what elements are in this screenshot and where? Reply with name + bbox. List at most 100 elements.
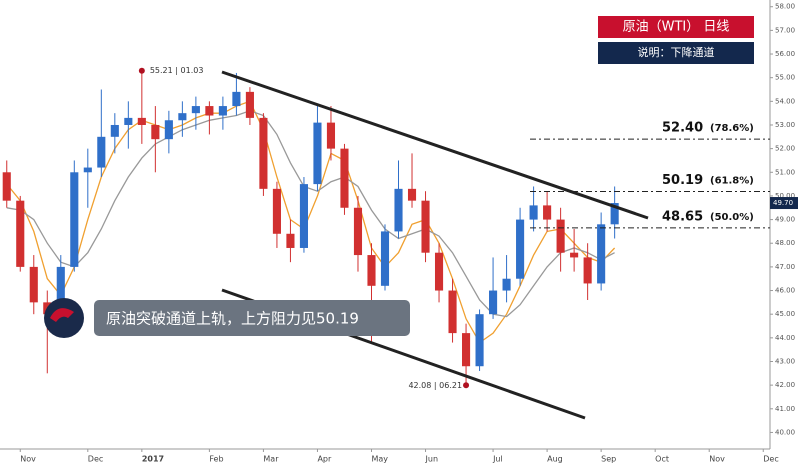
icon <box>44 298 84 338</box>
candle-body <box>380 231 390 286</box>
y-tick-label: 41.00 <box>775 405 795 413</box>
candle-body <box>353 207 363 256</box>
y-tick-label: 49.00 <box>775 216 795 224</box>
candle-body <box>272 188 281 234</box>
candle-body <box>29 266 38 303</box>
candle-body <box>597 224 606 284</box>
y-tick-label: 45.00 <box>775 310 795 318</box>
x-tick-label: Dec <box>763 455 778 464</box>
y-tick-label: 48.00 <box>775 239 795 247</box>
fib-note: (50.0%) <box>710 212 754 223</box>
y-tick-label: 42.00 <box>775 381 795 389</box>
candle-body <box>610 203 619 225</box>
y-tick-label: 43.00 <box>775 357 795 365</box>
candle-body <box>286 233 295 248</box>
price-tag <box>770 197 798 210</box>
x-tick-label: Jun <box>425 455 439 464</box>
icon-detail <box>50 308 74 322</box>
y-tick-label: 40.00 <box>775 428 795 436</box>
fib-note: (78.6%) <box>710 123 754 134</box>
channel-upper <box>221 70 649 220</box>
moving-average <box>6 100 616 344</box>
y-tick-label: 44.00 <box>775 334 795 342</box>
candle-body <box>245 91 254 118</box>
candle-body <box>70 172 79 267</box>
candle-body <box>110 124 119 137</box>
x-tick-label: Sep <box>601 455 616 464</box>
x-tick-label: Feb <box>209 455 223 464</box>
y-tick-label: 56.00 <box>775 50 795 58</box>
y-tick-label: 52.00 <box>775 145 795 153</box>
candle-body <box>543 205 552 220</box>
fib-label: 50.19 <box>662 173 703 188</box>
candle-body <box>259 117 268 189</box>
extreme-label: 55.21 | 01.03 <box>150 66 204 75</box>
chart-title: 原油（WTI） 日线 <box>623 20 730 35</box>
candle-body <box>191 106 200 114</box>
candle-body <box>137 117 146 125</box>
candle-body <box>340 148 349 208</box>
candle-body <box>124 117 133 125</box>
candle-body <box>475 314 484 367</box>
x-tick-label: Nov <box>709 455 725 464</box>
candle-body <box>489 290 498 315</box>
candle-body <box>407 188 417 201</box>
y-tick-label: 47.00 <box>775 263 795 271</box>
candle-body <box>448 290 457 334</box>
x-tick-label: Nov <box>20 455 36 464</box>
y-tick-label: 53.00 <box>775 121 795 129</box>
extreme-point <box>138 67 145 74</box>
extreme-label: 42.08 | 06.21 <box>408 381 462 390</box>
y-tick-label: 46.00 <box>775 287 795 295</box>
candle-body <box>502 278 511 291</box>
x-tick-label: Oct <box>655 455 669 464</box>
candle-body <box>2 172 11 201</box>
x-tick-label: Jul <box>492 455 503 464</box>
candle-body <box>462 333 471 367</box>
x-tick-label: May <box>371 455 388 464</box>
moving-average <box>6 110 615 318</box>
candle-body <box>421 200 430 253</box>
price-tag-label: 49.70 <box>773 199 793 207</box>
candle-body <box>434 252 444 291</box>
candle-body <box>367 255 376 286</box>
candle-body <box>516 219 525 279</box>
candle-body <box>583 257 592 284</box>
y-tick-label: 50.00 <box>775 192 795 200</box>
candle-body <box>205 106 214 116</box>
candle-body <box>178 113 187 121</box>
title-box <box>598 16 754 38</box>
callout-box <box>94 300 410 336</box>
subtitle-box <box>598 42 754 64</box>
y-tick-label: 51.00 <box>775 168 795 176</box>
x-tick-label: Aug <box>547 455 563 464</box>
candle-body <box>299 184 308 248</box>
candle-body <box>97 136 106 168</box>
candle-body <box>570 252 579 258</box>
candle-body <box>232 91 241 107</box>
fib-label: 48.65 <box>662 209 703 224</box>
plot <box>2 72 619 384</box>
y-tick-label: 58.00 <box>775 3 795 11</box>
x-tick-label: Dec <box>88 455 103 464</box>
callout: 原油突破通道上轨，上方阻力见50.19 <box>106 310 359 328</box>
fib-label: 52.40 <box>662 121 703 136</box>
candle-body <box>56 266 65 315</box>
candle-body <box>151 124 160 140</box>
fib-note: (61.8%) <box>710 175 754 186</box>
candle-body <box>83 167 92 173</box>
y-tick-label: 57.00 <box>775 26 795 34</box>
chart-subtitle: 说明：下降通道 <box>638 45 715 59</box>
candle-body <box>529 205 538 220</box>
x-tick-label: Apr <box>317 455 332 464</box>
candle-body <box>16 200 25 267</box>
candle-body <box>164 120 173 140</box>
x-tick-label: 2017 <box>142 455 164 464</box>
extreme-point <box>463 382 470 389</box>
candle-body <box>313 122 322 185</box>
x-tick-label: Mar <box>263 455 279 464</box>
y-tick-label: 54.00 <box>775 97 795 105</box>
y-tick-label: 55.00 <box>775 74 795 82</box>
